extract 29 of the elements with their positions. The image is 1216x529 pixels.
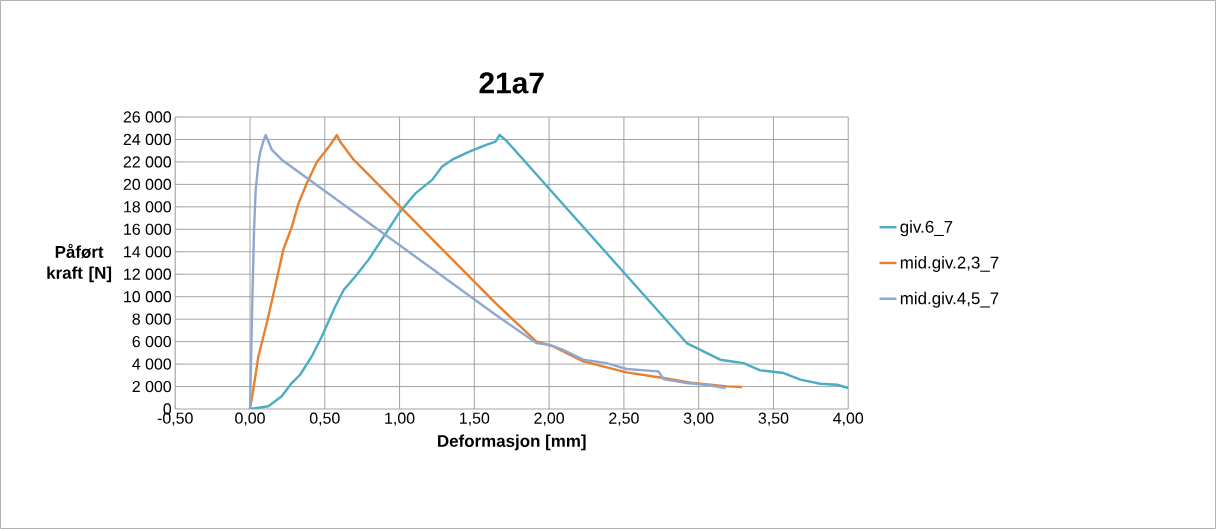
y-tick-label: 10 000: [124, 291, 172, 303]
y-tick-label: 16 000: [124, 223, 172, 235]
y-tick-label: 4 000: [132, 358, 172, 370]
chart-title: 21a7: [479, 72, 544, 94]
x-tick-label: 0,00: [235, 412, 265, 426]
x-tick-label: 3,50: [758, 412, 789, 426]
x-tick-label: 3,00: [683, 412, 714, 426]
y-tick-label: 6 000: [132, 335, 172, 348]
y-tick-label: 26 000: [123, 111, 172, 123]
legend-label: mid.giv.4,5_7: [900, 291, 999, 308]
line-series: [248, 133, 849, 409]
y-tick-label: 22 000: [123, 156, 172, 168]
y-tick-label: 14 000: [124, 246, 172, 258]
y-tick-label: 12 000: [124, 268, 172, 280]
y-tick-label: 8 000: [132, 313, 172, 325]
y-tick-label: 20 000: [123, 178, 172, 191]
x-tick-label: 0,50: [309, 412, 340, 426]
x-tick-label: 1,00: [385, 412, 415, 426]
x-tick-label: 2,00: [534, 412, 564, 426]
x-tick-label: 4,00: [833, 412, 864, 426]
legend-label: mid.giv.2,3_7: [900, 256, 999, 272]
legend-label: giv.6_7: [900, 220, 953, 237]
y-tick-label: 18 000: [124, 201, 172, 213]
x-tick-label: 2,50: [609, 412, 639, 426]
y-tick-label: 24 000: [123, 133, 172, 146]
x-axis-title: Deformasjon [mm]: [438, 434, 586, 451]
x-tick-label: 1,50: [460, 412, 490, 426]
y-tick-label: 2 000: [132, 380, 172, 393]
y-axis-title: Påført kraft [N]: [47, 243, 112, 283]
